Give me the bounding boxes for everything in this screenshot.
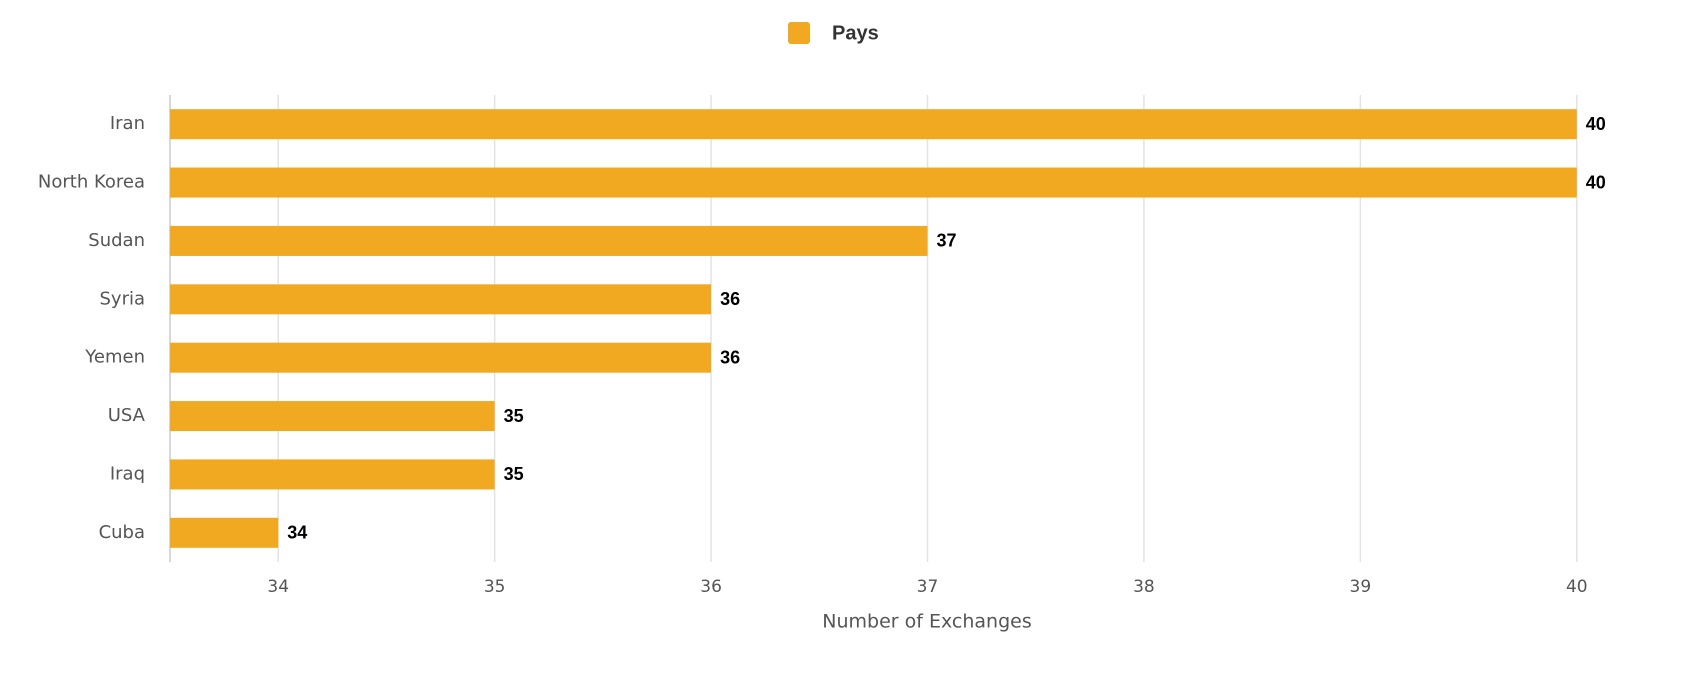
y-tick-label: Yemen	[84, 347, 145, 368]
y-tick-label: Iraq	[110, 463, 145, 484]
y-tick-label: USA	[108, 405, 146, 426]
x-tick-label: 38	[1133, 577, 1155, 597]
value-label: 35	[504, 406, 524, 426]
value-label: 34	[287, 523, 307, 543]
y-tick-label: Syria	[99, 288, 145, 309]
bar	[170, 284, 712, 315]
bar	[170, 342, 712, 373]
value-label: 35	[504, 464, 524, 484]
bar	[170, 109, 1577, 140]
x-axis-label: Number of Exchanges	[822, 611, 1031, 633]
y-tick-label: Iran	[110, 113, 145, 134]
value-label: 36	[720, 289, 740, 309]
x-tick-label: 37	[917, 577, 939, 597]
x-tick-label: 36	[700, 577, 722, 597]
value-label: 36	[720, 347, 740, 367]
value-label: 40	[1586, 172, 1606, 192]
value-label: 37	[937, 231, 957, 251]
legend-label: Pays	[832, 22, 879, 44]
bar	[170, 517, 279, 548]
value-label: 40	[1586, 114, 1606, 134]
bar	[170, 401, 495, 432]
y-tick-label: North Korea	[38, 172, 145, 193]
y-tick-label: Cuba	[99, 522, 145, 543]
bar	[170, 167, 1577, 198]
x-tick-label: 40	[1566, 577, 1588, 597]
bar	[170, 459, 495, 490]
x-tick-label: 39	[1350, 577, 1372, 597]
y-tick-label: Sudan	[88, 230, 145, 251]
x-tick-label: 35	[484, 577, 506, 597]
legend-swatch	[788, 22, 810, 44]
bar	[170, 225, 928, 256]
x-tick-label: 34	[267, 577, 289, 597]
